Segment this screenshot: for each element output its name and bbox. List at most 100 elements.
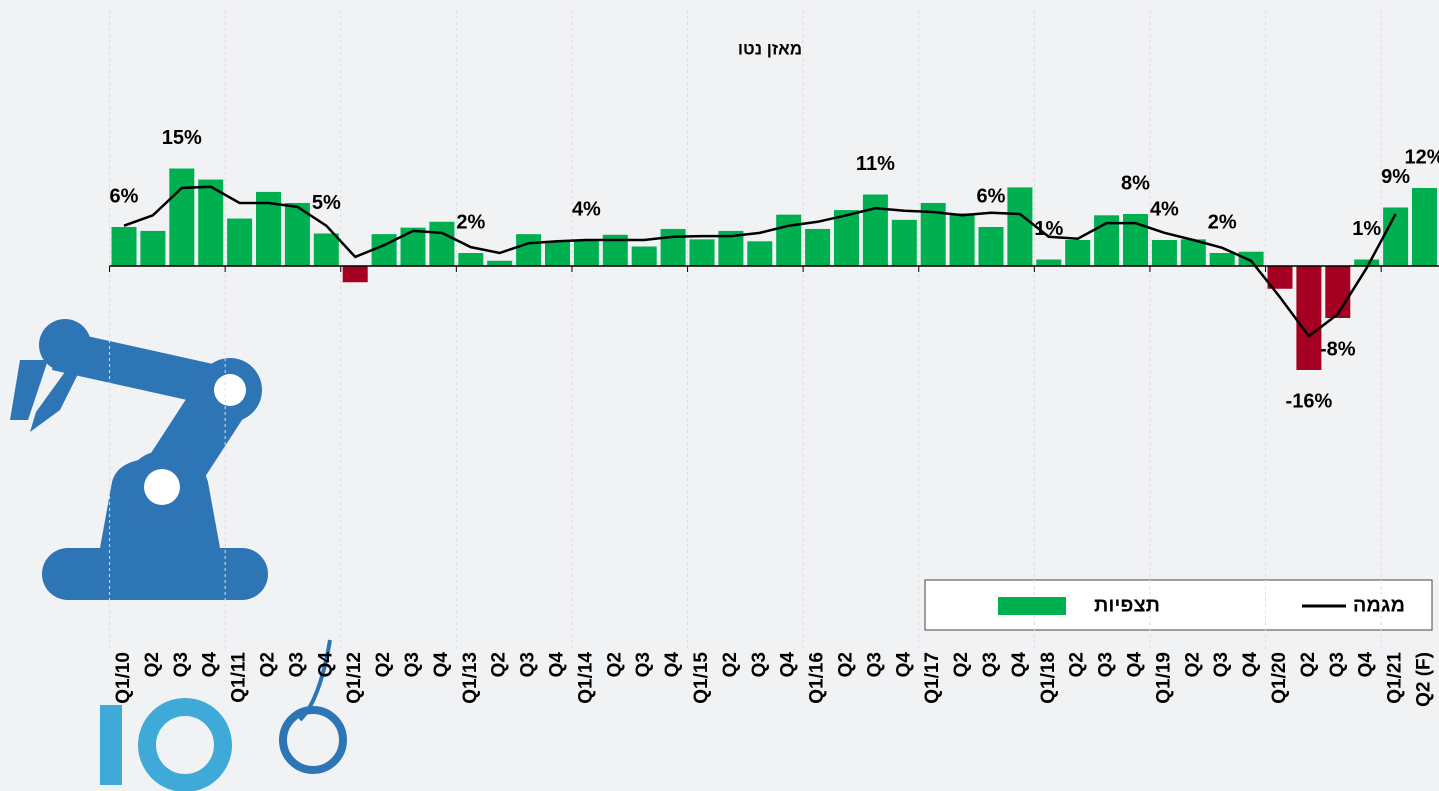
bar xyxy=(400,227,426,266)
value-label: 5% xyxy=(312,192,341,214)
value-label: 8% xyxy=(1121,172,1150,194)
x-tick-label: Q3 xyxy=(1096,652,1117,677)
x-tick-label: Q1/16 xyxy=(807,652,828,704)
bar xyxy=(487,260,513,266)
x-tick-label: Q4 xyxy=(200,652,221,678)
logo xyxy=(100,639,347,791)
x-tick-label: Q2 xyxy=(951,652,972,677)
legend-label: מגמה xyxy=(1353,594,1405,616)
bar xyxy=(631,246,657,266)
bar xyxy=(342,266,368,283)
x-tick-label: Q2 xyxy=(1067,652,1088,677)
bar xyxy=(1325,266,1351,318)
x-tick-label: Q3 xyxy=(864,652,885,677)
bar xyxy=(1065,240,1091,266)
x-tick-label: Q3 xyxy=(286,652,307,677)
bar xyxy=(313,233,339,266)
value-label: -8% xyxy=(1320,338,1356,360)
x-tick-label: Q2 xyxy=(1182,652,1203,677)
value-label: 6% xyxy=(110,185,139,207)
bar xyxy=(834,210,859,266)
bar xyxy=(949,213,975,266)
value-label: 4% xyxy=(572,198,601,220)
x-tick-label: Q1/19 xyxy=(1153,652,1174,704)
bar xyxy=(1180,239,1206,266)
x-tick-label: Q4 xyxy=(1125,652,1146,678)
x-tick-label: Q4 xyxy=(547,652,568,678)
value-label: 4% xyxy=(1150,198,1179,220)
value-label: 15% xyxy=(162,127,202,149)
bar xyxy=(978,227,1004,266)
bar xyxy=(516,234,542,266)
bar xyxy=(140,230,166,266)
x-tick-label: Q1/18 xyxy=(1038,652,1059,704)
x-tick-label: Q4 xyxy=(315,652,336,678)
bar xyxy=(545,241,570,266)
x-tick-label: Q2 xyxy=(489,652,510,677)
value-label: 1% xyxy=(1352,218,1381,240)
x-tick-label: Q1/17 xyxy=(922,652,943,704)
bar xyxy=(1238,251,1264,266)
bar xyxy=(1412,188,1437,266)
value-label: -16% xyxy=(1286,390,1333,412)
x-tick-label: Q4 xyxy=(1356,652,1377,678)
bar xyxy=(1267,266,1293,289)
bar xyxy=(1383,207,1409,266)
x-tick-label: Q3 xyxy=(980,652,1001,677)
robot-joint xyxy=(144,469,180,505)
value-label: 9% xyxy=(1381,166,1410,188)
legend-swatch xyxy=(998,597,1066,615)
value-label: 11% xyxy=(856,153,895,175)
bar xyxy=(1007,187,1033,266)
trend-line xyxy=(123,185,1397,338)
x-tick-label: Q4 xyxy=(1240,652,1261,678)
bar xyxy=(776,214,802,266)
bar xyxy=(573,240,599,266)
x-tick-label: Q3 xyxy=(1211,652,1232,677)
x-tick-label: Q1/13 xyxy=(460,652,481,704)
bar xyxy=(227,218,253,266)
robot-joint xyxy=(214,374,246,406)
x-tick-label: Q1/11 xyxy=(229,652,250,703)
x-tick-label: Q2 xyxy=(373,652,394,677)
bar xyxy=(862,194,888,266)
bar xyxy=(1209,253,1235,266)
x-tick-label: Q2 xyxy=(142,652,163,677)
x-tick-label: Q1/15 xyxy=(691,652,712,704)
x-tick-label: Q1/21 xyxy=(1385,652,1406,704)
x-tick-label: Q3 xyxy=(402,652,423,677)
x-tick-label: Q4 xyxy=(431,652,452,678)
bar xyxy=(169,168,195,266)
x-tick-label: Q2 xyxy=(604,652,625,677)
x-tick-label: Q4 xyxy=(778,652,799,678)
x-tick-label: Q1/20 xyxy=(1269,652,1290,704)
x-tick-label: Q2 (F) xyxy=(1414,652,1435,707)
bar xyxy=(747,241,773,266)
bar xyxy=(805,228,831,266)
legend-label: תצפיות xyxy=(1094,594,1160,616)
bar xyxy=(429,221,455,266)
bar xyxy=(1123,214,1148,266)
x-tick-label: Q4 xyxy=(662,652,683,678)
x-tick-label: Q2 xyxy=(258,652,279,677)
x-tick-label: Q2 xyxy=(1298,652,1319,677)
bar xyxy=(1296,266,1322,370)
bar xyxy=(111,227,137,266)
x-tick-label: Q1/12 xyxy=(344,652,365,704)
x-tick-label: Q3 xyxy=(518,652,539,677)
bar xyxy=(660,228,686,266)
x-tick-label: Q2 xyxy=(836,652,857,677)
bar xyxy=(689,239,715,266)
x-tick-label: Q2 xyxy=(720,652,741,677)
x-tick-label: Q3 xyxy=(1327,652,1348,677)
bar xyxy=(1354,259,1380,266)
x-tick-label: Q3 xyxy=(749,652,770,677)
x-tick-label: Q4 xyxy=(1009,652,1030,678)
value-label: 2% xyxy=(1208,211,1237,233)
bar xyxy=(1151,240,1177,266)
bar xyxy=(198,179,224,266)
x-tick-label: Q1/14 xyxy=(575,652,596,704)
x-tick-label: Q3 xyxy=(633,652,654,677)
bar xyxy=(458,253,484,266)
